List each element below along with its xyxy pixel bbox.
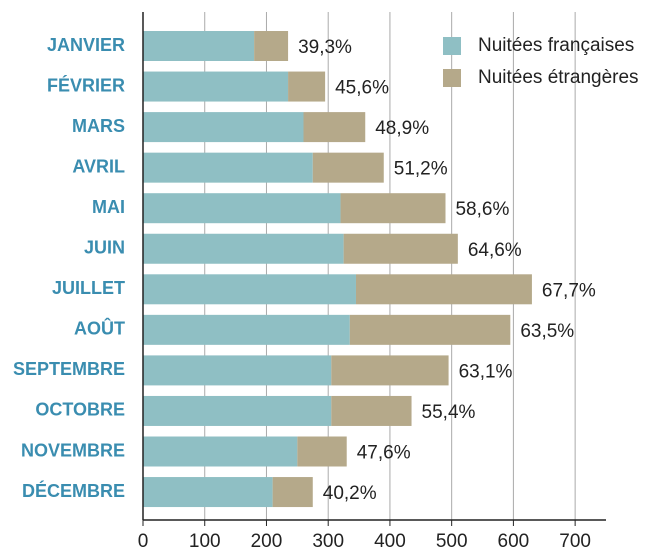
bar-annotation: 47,6%: [357, 443, 411, 464]
x-tick-label: 400: [374, 531, 406, 552]
bar-segment: [143, 233, 344, 264]
bar-segment: [331, 395, 412, 426]
bar-annotation: 58,6%: [455, 199, 509, 220]
bar-segment: [143, 152, 313, 183]
bar-segment: [143, 71, 289, 102]
bar-segment: [312, 152, 384, 183]
category-label: NOVEMBRE: [21, 440, 125, 460]
category-label: SEPTEMBRE: [13, 359, 125, 379]
bar-annotation: 63,5%: [520, 321, 574, 342]
bar-annotation: 40,2%: [323, 483, 377, 504]
x-tick-label: 600: [498, 531, 530, 552]
category-label: DÉCEMBRE: [22, 480, 125, 501]
legend-label: Nuitées françaises: [478, 35, 634, 56]
category-label: MARS: [72, 116, 125, 136]
bar-annotation: 64,6%: [468, 240, 522, 261]
bar-segment: [143, 395, 332, 426]
legend-label: Nuitées étrangères: [478, 67, 639, 88]
bar-segment: [355, 274, 532, 305]
category-label: FÉVRIER: [47, 74, 125, 95]
bar-annotation: 63,1%: [459, 361, 513, 382]
x-tick-label: 0: [138, 531, 149, 552]
bar-annotation: 51,2%: [394, 159, 448, 180]
bar-segment: [343, 233, 458, 264]
bar-segment: [143, 274, 356, 305]
x-tick-label: 100: [189, 531, 221, 552]
bar-segment: [143, 436, 298, 467]
bar-segment: [297, 436, 347, 467]
bar-segment: [143, 477, 273, 508]
bar-annotation: 67,7%: [542, 280, 596, 301]
bar-segment: [143, 31, 255, 61]
bar-segment: [340, 193, 446, 224]
category-label: JUILLET: [52, 278, 125, 298]
x-tick-label: 500: [436, 531, 468, 552]
x-tick-label: 700: [559, 531, 591, 552]
bar-segment: [254, 31, 289, 61]
category-label: MAI: [92, 197, 125, 217]
category-label: OCTOBRE: [35, 400, 125, 420]
bar-segment: [143, 314, 350, 345]
category-label: JANVIER: [47, 35, 125, 55]
bar-annotation: 45,6%: [335, 78, 389, 99]
bar-annotation: 55,4%: [422, 402, 476, 423]
category-label: AVRIL: [72, 156, 125, 176]
bar-segment: [331, 355, 449, 386]
legend-swatch: [443, 37, 461, 55]
bar-segment: [143, 112, 304, 143]
bar-annotation: 48,9%: [375, 118, 429, 139]
bar-segment: [143, 355, 332, 386]
x-tick-label: 300: [312, 531, 344, 552]
bar-segment: [143, 193, 341, 224]
bar-annotation: 39,3%: [298, 37, 352, 58]
category-label: JUIN: [84, 238, 125, 258]
bar-segment: [349, 314, 511, 345]
bar-segment: [272, 477, 313, 508]
category-label: AOÛT: [74, 318, 125, 339]
legend-swatch: [443, 69, 461, 87]
bar-segment: [303, 112, 366, 143]
bar-segment: [288, 71, 326, 102]
x-tick-label: 200: [251, 531, 283, 552]
